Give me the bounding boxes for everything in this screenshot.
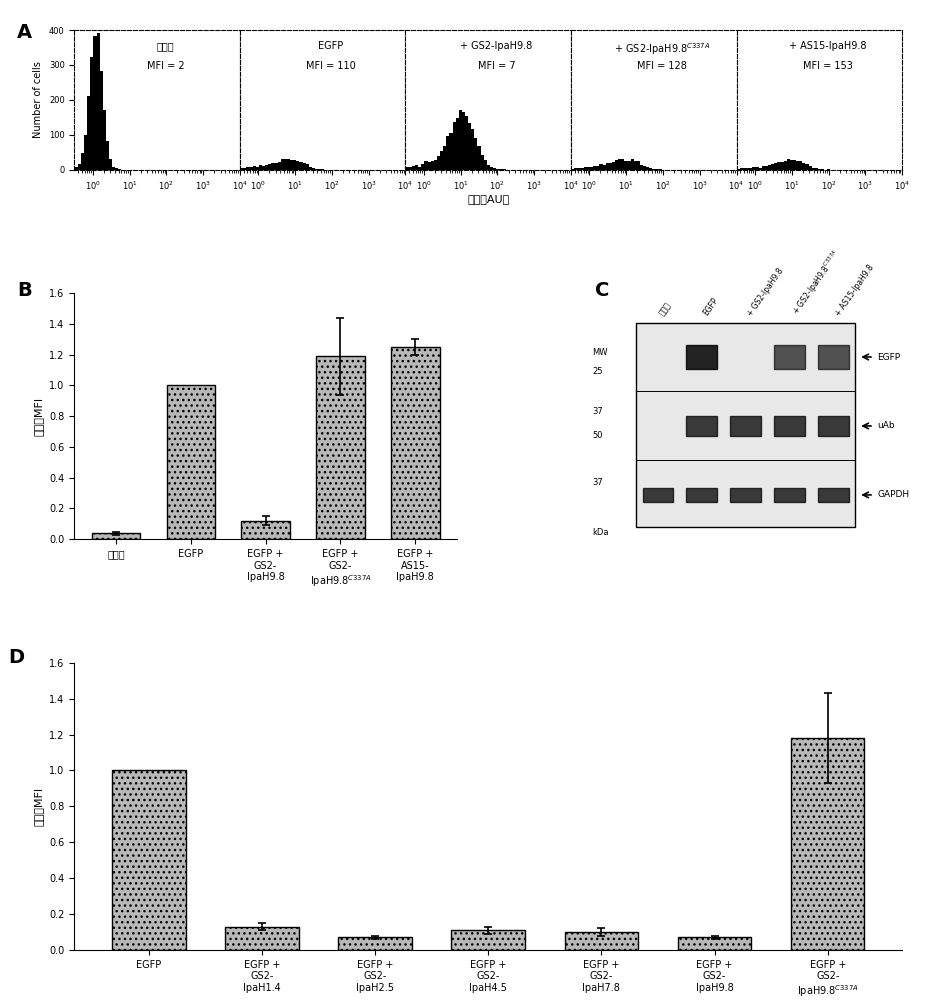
- Bar: [730, 488, 761, 502]
- Bar: [166, 385, 215, 539]
- Bar: [774, 345, 804, 369]
- Text: 仅细胞: 仅细胞: [156, 41, 174, 51]
- Bar: [112, 770, 186, 950]
- Bar: [817, 345, 848, 369]
- Text: uAb: uAb: [877, 421, 895, 430]
- Text: kDa: kDa: [592, 528, 609, 537]
- Bar: [391, 347, 440, 539]
- Text: + GS2-IpaH9.8$^{C337A}$: + GS2-IpaH9.8$^{C337A}$: [790, 247, 844, 318]
- Text: EGFP: EGFP: [877, 353, 900, 362]
- Bar: [565, 932, 638, 950]
- Y-axis label: Number of cells: Number of cells: [33, 61, 44, 138]
- Bar: [790, 738, 865, 950]
- Bar: [316, 356, 365, 539]
- Text: + GS2-IpaH9.8$^{C337A}$: + GS2-IpaH9.8$^{C337A}$: [614, 41, 711, 57]
- Bar: [92, 533, 140, 539]
- Bar: [817, 416, 848, 436]
- Text: 37: 37: [592, 478, 603, 487]
- Bar: [678, 937, 751, 950]
- Bar: [686, 488, 717, 502]
- Bar: [817, 488, 848, 502]
- Text: MFI = 2: MFI = 2: [147, 61, 184, 71]
- Bar: [643, 488, 673, 502]
- Bar: [686, 416, 717, 436]
- Bar: [451, 930, 525, 950]
- Bar: [686, 345, 717, 369]
- Text: 37: 37: [592, 407, 603, 416]
- Bar: [242, 521, 290, 539]
- Text: MFI = 110: MFI = 110: [306, 61, 356, 71]
- Text: EGFP: EGFP: [702, 296, 721, 318]
- Text: + GS2-IpaH9.8: + GS2-IpaH9.8: [460, 41, 533, 51]
- Text: EGFP: EGFP: [318, 41, 343, 51]
- Text: 50: 50: [592, 431, 603, 440]
- Text: GAPDH: GAPDH: [877, 490, 910, 499]
- Text: C: C: [595, 281, 610, 300]
- Bar: [774, 416, 804, 436]
- Text: MFI = 128: MFI = 128: [637, 61, 687, 71]
- Text: + AS15-IpaH9.8: + AS15-IpaH9.8: [789, 41, 867, 51]
- Bar: [730, 416, 761, 436]
- Text: MFI = 7: MFI = 7: [478, 61, 515, 71]
- Text: + GS2-IpaH9.8: + GS2-IpaH9.8: [746, 266, 785, 318]
- Y-axis label: 归一化MFI: 归一化MFI: [33, 787, 44, 826]
- Text: MFI = 153: MFI = 153: [803, 61, 853, 71]
- Text: B: B: [17, 281, 32, 300]
- Bar: [636, 323, 856, 527]
- Bar: [636, 323, 856, 527]
- X-axis label: 荧光（AU）: 荧光（AU）: [467, 194, 510, 204]
- Text: + AS15-IpaH9.8: + AS15-IpaH9.8: [833, 263, 875, 318]
- Text: D: D: [8, 648, 24, 667]
- Bar: [339, 937, 412, 950]
- Text: MW: MW: [592, 348, 607, 357]
- Text: 仅细胞: 仅细胞: [658, 301, 673, 318]
- Bar: [774, 488, 804, 502]
- Text: 25: 25: [592, 367, 603, 376]
- Text: A: A: [17, 23, 32, 42]
- Y-axis label: 归一化MFI: 归一化MFI: [33, 397, 44, 436]
- Bar: [225, 927, 299, 950]
